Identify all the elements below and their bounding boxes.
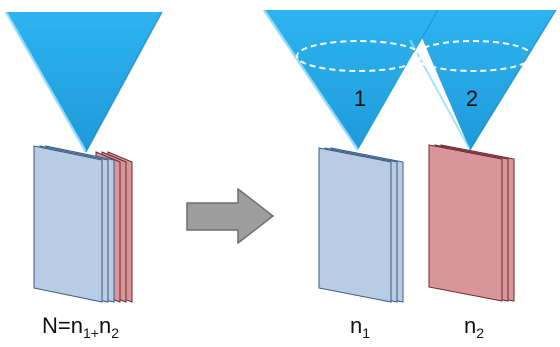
total-count-sub2: 2 [111,325,119,341]
n1-label-main: n [350,313,363,338]
left-cone [4,11,163,153]
cone-1-number: 1 [354,86,366,111]
cone-2-dashed-ellipse [413,40,533,72]
total-count-sub1: 1+ [82,325,99,341]
cone-1-dashed-ellipse [296,40,422,72]
n2-label-main: n [464,313,477,338]
cone-2-number: 2 [466,86,478,111]
left-blue-sheet-1 [33,145,103,303]
transition-arrow [186,187,275,245]
n2-label-sub: 2 [476,325,485,341]
n2-label: n2 [464,313,484,341]
blue-sheet-1 [318,147,392,303]
cone-2 [410,10,556,150]
red-sheet-stack [428,144,515,302]
total-count-main: N=n [42,313,83,338]
left-sheet-stack [33,145,133,303]
blue-sheet-stack [318,147,404,303]
total-count-mid: n [98,313,112,338]
n1-label: n1 [350,313,370,341]
cone-1 [264,10,438,150]
right-cones [262,9,557,151]
total-count-label: N=n1+n2 [42,313,119,341]
n1-label-sub: 1 [362,325,371,341]
red-sheet-1 [428,144,503,302]
